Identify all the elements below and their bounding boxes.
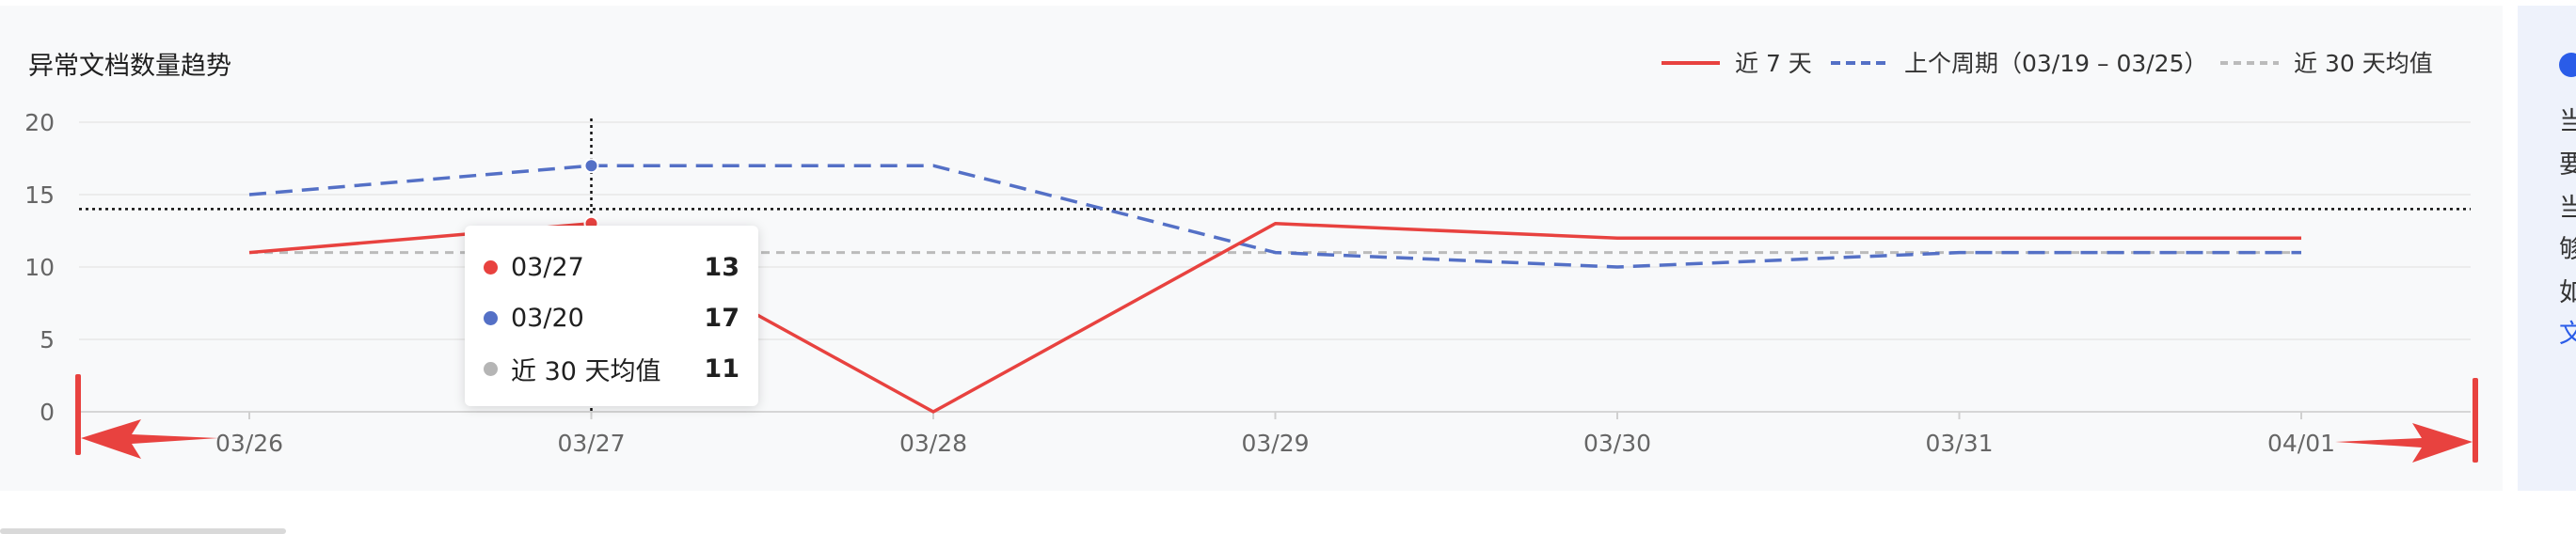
x-tick-label: 03/31 [1925, 430, 1993, 457]
tooltip-label: 03/20 [511, 303, 584, 333]
legend-label: 近 7 天 [1735, 50, 1812, 77]
side-text-link[interactable]: 文 [2559, 320, 2576, 349]
y-tick-label: 20 [24, 109, 55, 136]
y-tick-label: 5 [40, 326, 55, 353]
chart-title: 异常文档数量趋势 [28, 52, 231, 81]
side-text-line: 够 [2559, 235, 2576, 264]
y-tick-label: 10 [24, 254, 55, 281]
scroll-left-arrow [81, 419, 218, 459]
y-tick-label: 0 [40, 399, 55, 426]
x-tick-label: 03/26 [215, 430, 283, 457]
x-tick-label: 03/27 [557, 430, 625, 457]
legend-item-last-7-days[interactable]: 近 7 天 [1662, 45, 1812, 79]
tooltip-dot [484, 259, 498, 275]
side-text-line: 如 [2559, 278, 2576, 307]
x-tick-label: 03/28 [899, 430, 967, 457]
tooltip-row: 近 30 天均值 11 [484, 350, 739, 387]
right-edge-marker [2473, 378, 2478, 463]
x-tick-label: 04/01 [2267, 430, 2335, 457]
legend-label: 近 30 天均值 [2294, 50, 2433, 77]
info-icon [2559, 53, 2576, 77]
legend-item-previous-period[interactable]: 上个周期（03/19 – 03/25） [1831, 45, 2208, 79]
side-panel: 当 要 当 够 如 文 [2518, 6, 2576, 491]
tooltip-value: 13 [704, 252, 739, 282]
tooltip-row: 03/27 13 [484, 248, 739, 286]
highlight-point [583, 158, 599, 174]
y-tick-label: 15 [24, 181, 55, 209]
side-text-line: 要 [2559, 150, 2576, 180]
x-tick-label: 03/29 [1241, 430, 1309, 457]
tooltip-label: 近 30 天均值 [511, 356, 661, 386]
tooltip-dot [484, 361, 498, 376]
legend-swatch-dashed [1831, 61, 1889, 65]
legend-swatch-dashed [2220, 61, 2279, 65]
tooltip-value: 17 [704, 303, 739, 333]
side-text-line: 当 [2559, 107, 2576, 136]
x-tick-label: 03/30 [1583, 430, 1651, 457]
chart-tooltip: 03/27 13 03/20 17 近 30 天均值 11 [465, 226, 758, 406]
legend-label: 上个周期（03/19 – 03/25） [1904, 50, 2208, 77]
tooltip-label: 03/27 [511, 252, 584, 282]
scroll-right-arrow [2335, 423, 2473, 463]
side-text-line: 当 [2559, 194, 2576, 223]
tooltip-row: 03/20 17 [484, 299, 739, 337]
horizontal-scrollbar[interactable] [0, 528, 286, 534]
left-edge-marker [75, 374, 81, 455]
tooltip-dot [484, 310, 498, 325]
legend-item-30-day-average[interactable]: 近 30 天均值 [2220, 45, 2433, 79]
tooltip-value: 11 [704, 353, 739, 384]
legend-swatch-solid [1662, 61, 1720, 65]
chart-panel [0, 6, 2503, 491]
